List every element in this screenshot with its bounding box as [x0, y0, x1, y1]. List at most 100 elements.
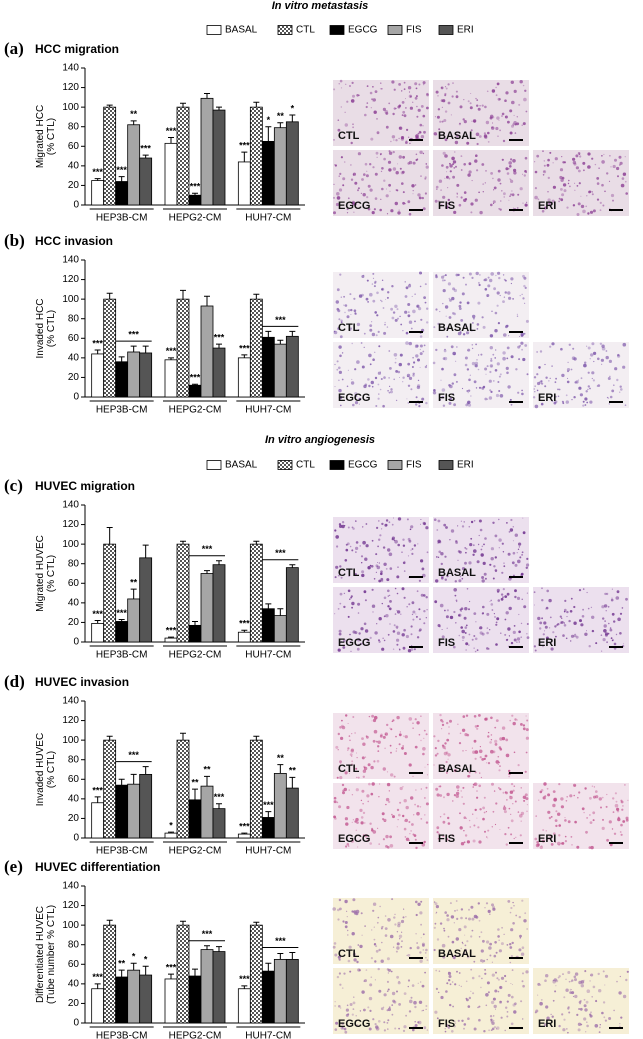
- micrograph-speckle: [418, 109, 421, 112]
- micrograph-speckle: [606, 610, 607, 611]
- micrograph-speckle: [601, 651, 602, 652]
- micrograph-speckle: [398, 138, 399, 139]
- micrograph-speckle: [341, 297, 342, 298]
- micrograph-speckle: [539, 622, 542, 625]
- micrograph-speckle: [393, 916, 395, 918]
- micrograph-speckle: [368, 385, 370, 387]
- micrograph-speckle: [479, 626, 482, 629]
- micrograph-speckle: [366, 196, 368, 198]
- micrograph-speckle: [334, 613, 335, 614]
- micrograph-speckle: [507, 627, 510, 630]
- micrograph-speckle: [441, 87, 442, 88]
- micrograph-speckle: [526, 563, 529, 566]
- micrograph-speckle: [509, 195, 511, 197]
- micrograph-speckle: [463, 1028, 465, 1030]
- micrograph-speckle: [511, 642, 513, 644]
- micrograph-speckle: [546, 830, 547, 831]
- micrograph-speckle: [526, 111, 528, 113]
- micrograph-speckle: [622, 820, 625, 823]
- micrograph-speckle: [571, 844, 572, 845]
- micrograph-speckle: [601, 184, 604, 187]
- micrograph-speckle: [376, 572, 377, 573]
- micrograph-speckle: [408, 137, 409, 138]
- micrograph-speckle: [387, 590, 390, 593]
- micrograph-speckle: [555, 819, 558, 822]
- micrograph-label: ERI: [538, 392, 556, 404]
- micrograph-speckle: [459, 123, 460, 124]
- micrograph-speckle: [339, 726, 342, 729]
- micrograph-speckle: [342, 379, 344, 381]
- micrograph-speckle: [520, 834, 522, 836]
- micrograph-speckle: [354, 312, 356, 314]
- micrograph-speckle: [583, 588, 585, 590]
- micrograph-speckle: [480, 529, 483, 532]
- micrograph-speckle: [534, 161, 535, 162]
- micrograph-speckle: [416, 106, 418, 108]
- micrograph-speckle: [334, 331, 338, 335]
- significance-label: ***: [92, 338, 103, 348]
- micrograph-speckle: [392, 135, 395, 138]
- micrograph-speckle: [494, 357, 496, 359]
- micrograph-speckle: [478, 975, 480, 977]
- micrograph-speckle: [525, 287, 527, 289]
- micrograph-speckle: [378, 1020, 381, 1023]
- micrograph-speckle: [351, 379, 352, 380]
- micrograph-speckle: [397, 211, 400, 214]
- micrograph-speckle: [549, 627, 550, 628]
- micrograph-speckle: [494, 613, 495, 614]
- micrograph-speckle: [481, 978, 483, 980]
- significance-label: **: [130, 578, 138, 588]
- micrograph-speckle: [412, 611, 415, 614]
- significance-label: ***: [166, 126, 177, 136]
- micrograph-speckle: [472, 344, 474, 346]
- micrograph-speckle: [459, 985, 460, 986]
- micrograph-speckle: [558, 1025, 560, 1027]
- micrograph-speckle: [625, 181, 627, 183]
- micrograph-speckle: [586, 817, 588, 819]
- micrograph-speckle: [491, 734, 493, 736]
- micrograph-speckle: [493, 565, 495, 567]
- micrograph-speckle: [520, 187, 523, 190]
- micrograph-speckle: [388, 103, 390, 105]
- micrograph-speckle: [517, 637, 520, 640]
- micrograph-speckle: [504, 99, 507, 102]
- micrograph-speckle: [512, 159, 516, 163]
- micrograph-speckle: [592, 630, 594, 632]
- micrograph-speckle: [616, 379, 618, 381]
- micrograph-speckle: [386, 724, 388, 726]
- micrograph-speckle: [421, 135, 424, 138]
- error-bar: [277, 123, 283, 128]
- micrograph-speckle: [475, 199, 478, 202]
- micrograph-speckle: [436, 988, 438, 990]
- micrograph-speckle: [397, 632, 400, 635]
- micrograph-speckle: [412, 723, 413, 724]
- legend-swatch: [388, 26, 402, 35]
- micrograph-speckle: [408, 385, 410, 387]
- micrograph-speckle: [510, 983, 511, 984]
- micrograph-speckle: [402, 111, 405, 114]
- micrograph-speckle: [405, 281, 406, 282]
- micrograph-speckle: [352, 822, 353, 823]
- micrograph-speckle: [537, 983, 540, 986]
- micrograph-speckle: [362, 526, 363, 527]
- micrograph-speckle: [426, 609, 427, 610]
- micrograph-speckle: [412, 357, 414, 359]
- micrograph-speckle: [412, 776, 413, 777]
- micrograph-speckle: [494, 740, 497, 743]
- error-bar: [192, 969, 198, 976]
- micrograph-speckle: [426, 163, 428, 165]
- micrograph-label: CTL: [338, 567, 360, 579]
- bar: [140, 158, 152, 205]
- micrograph-speckle: [526, 728, 529, 731]
- significance-label: ***: [214, 333, 225, 343]
- micrograph-speckle: [389, 835, 392, 838]
- micrograph-speckle: [591, 607, 592, 608]
- micrograph-speckle: [400, 354, 403, 357]
- micrograph-speckle: [436, 826, 439, 829]
- y-axis-title-line: Migrated HUVEC: [35, 535, 46, 612]
- micrograph-speckle: [524, 344, 527, 347]
- bar: [140, 774, 152, 838]
- micrograph-speckle: [472, 751, 475, 754]
- micrograph-speckle: [390, 773, 393, 776]
- error-bar: [277, 340, 283, 344]
